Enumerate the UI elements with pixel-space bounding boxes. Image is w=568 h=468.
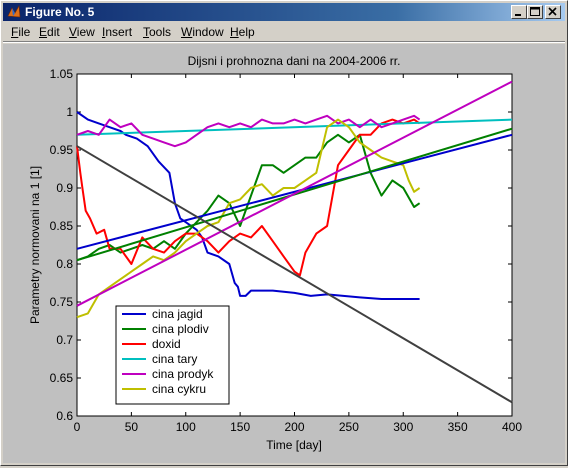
x-tick-label: 200 — [284, 420, 304, 434]
legend-label: cina tary — [152, 352, 197, 366]
y-tick-label: 0.7 — [56, 333, 73, 347]
maximize-icon — [530, 7, 540, 16]
legend-label: cina cykru — [152, 382, 206, 396]
series-line-cina-plodiv — [76, 133, 421, 262]
series-line-cina-tary — [76, 118, 513, 136]
x-tick-label: 50 — [125, 420, 139, 434]
series-line-cina-cykru — [76, 118, 421, 319]
matlab-logo-icon — [7, 5, 21, 18]
legend-label: doxid — [152, 337, 181, 351]
legend-label: cina jagid — [152, 307, 203, 321]
menu-edit[interactable]: Edit — [39, 25, 60, 39]
y-tick-label: 1.05 — [50, 67, 74, 81]
y-tick-label: 0.8 — [56, 257, 73, 271]
window-title: Figure No. 5 — [25, 5, 95, 19]
series-line-doxid — [76, 118, 421, 277]
y-tick-label: 1 — [66, 105, 73, 119]
menu-insert[interactable]: Insert — [102, 25, 133, 39]
y-tick-label: 0.65 — [50, 371, 74, 385]
legend-label: cina prodyk — [152, 367, 214, 381]
x-tick-label: 300 — [393, 420, 413, 434]
y-axis-label: Parametry normovani na 1 [1] — [28, 166, 42, 324]
chart-title: Dijsni i prohnozna dani na 2004-2006 rr. — [188, 54, 401, 68]
minimize-icon — [515, 14, 521, 16]
y-tick-label: 0.95 — [50, 143, 74, 157]
y-tick-label: 0.6 — [56, 409, 73, 423]
x-tick-label: 100 — [176, 420, 196, 434]
title-bar[interactable]: Figure No. 5 — [3, 3, 565, 21]
legend-box — [115, 305, 230, 405]
menu-help[interactable]: Help — [230, 25, 255, 39]
series-line-cina-prodyk — [76, 114, 421, 148]
x-tick-label: 400 — [502, 420, 522, 434]
maximize-button[interactable] — [527, 5, 543, 19]
x-tick-label: 350 — [448, 420, 468, 434]
close-icon — [548, 7, 557, 16]
y-tick-label: 0.75 — [50, 295, 74, 309]
x-tick-label: 150 — [230, 420, 250, 434]
menu-file[interactable]: File — [11, 25, 31, 39]
trend-line — [76, 145, 513, 404]
line-chart: Dijsni i prohnozna dani na 2004-2006 rr.… — [28, 54, 523, 452]
menu-view[interactable]: View — [69, 25, 95, 39]
menu-window[interactable]: Window — [181, 25, 224, 39]
menu-tools[interactable]: Tools — [143, 25, 172, 39]
series-group — [76, 80, 513, 404]
minimize-button[interactable] — [511, 5, 527, 19]
series-line-cina-jagid — [76, 111, 420, 300]
trend-line — [76, 133, 513, 250]
y-tick-label: 0.9 — [56, 181, 73, 195]
y-tick-label: 0.85 — [50, 219, 74, 233]
axis-ticks: 0 50 100 150 200 250 300 350 400 0.6 0.65 0.7 0.75 0.… — [50, 67, 523, 434]
legend-label: cina plodiv — [152, 322, 209, 336]
trend-line — [76, 80, 513, 307]
menu-separator — [3, 41, 565, 43]
x-tick-label: 250 — [339, 420, 359, 434]
menu-bar: File Edit View Insert Tools Window Help — [3, 22, 565, 41]
x-tick-label: 0 — [74, 420, 81, 434]
figure-canvas: Dijsni i prohnozna dani na 2004-2006 rr.… — [3, 44, 565, 463]
close-button[interactable] — [545, 5, 561, 19]
x-axis-label: Time [day] — [266, 438, 322, 452]
